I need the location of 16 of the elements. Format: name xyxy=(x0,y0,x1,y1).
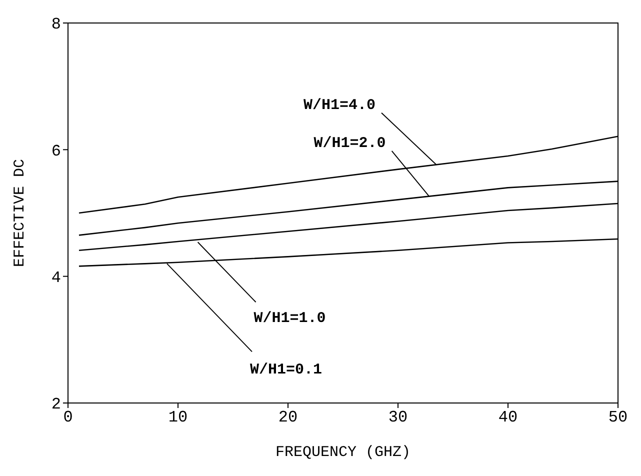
x-tick-label: 20 xyxy=(278,408,298,426)
annotation: W/H1=1.0 xyxy=(254,310,326,328)
x-tick-label: 10 xyxy=(168,408,188,426)
y-tick-label: 8 xyxy=(51,16,61,34)
x-tick-label: 30 xyxy=(388,408,408,426)
x-tick-label: 40 xyxy=(498,408,518,426)
annotation: W/H1=2.0 xyxy=(314,134,386,152)
x-tick-label: 50 xyxy=(608,408,628,426)
x-axis-title: FREQUENCY (GHZ) xyxy=(275,444,411,461)
y-tick-label: 4 xyxy=(51,269,61,288)
x-tick-label: 0 xyxy=(63,408,73,426)
y-tick-label: 6 xyxy=(51,142,61,160)
annotation: W/H1=4.0 xyxy=(303,96,376,114)
annotation: W/H1=0.1 xyxy=(250,362,322,379)
y-tick-label: 2 xyxy=(51,396,61,414)
y-axis-title: EFFECTIVE DC xyxy=(11,158,28,268)
